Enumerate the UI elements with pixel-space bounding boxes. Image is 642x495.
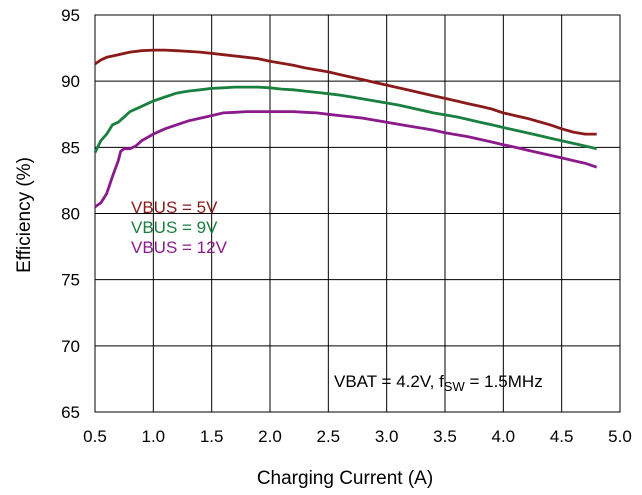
y-tick-label: 80	[61, 205, 80, 224]
annotation-suffix: = 1.5MHz	[465, 372, 543, 391]
y-tick-label: 95	[61, 6, 80, 25]
y-tick-label: 65	[61, 403, 80, 422]
y-axis-label: Efficiency (%)	[14, 157, 35, 273]
annotation-prefix: VBAT = 4.2V, f	[334, 372, 444, 391]
legend-entry-1: VBUS = 9V	[131, 218, 218, 237]
x-tick-label: 4.5	[550, 427, 574, 446]
x-tick-label: 3.0	[375, 427, 399, 446]
x-tick-label: 0.5	[83, 427, 107, 446]
x-tick-label: 3.5	[433, 427, 457, 446]
x-tick-label: 5.0	[608, 427, 632, 446]
x-tick-label: 2.0	[258, 427, 282, 446]
x-tick-label: 2.5	[317, 427, 341, 446]
series-layer	[93, 48, 598, 209]
series-line-0	[94, 48, 597, 136]
x-axis-label: Charging Current (A)	[257, 468, 433, 489]
series-line-2	[94, 110, 598, 209]
condition-annotation: VBAT = 4.2V, fSW = 1.5MHz	[334, 372, 543, 394]
x-tick-labels: 0.5 1.0 1.5 2.0 2.5 3.0 3.5 4.0 4.5 5.0	[83, 427, 632, 446]
legend-entry-2: VBUS = 12V	[131, 238, 228, 257]
x-tick-label: 1.0	[142, 427, 166, 446]
y-tick-label: 90	[61, 72, 80, 91]
series-line-1	[93, 85, 598, 154]
y-tick-label: 75	[61, 271, 80, 290]
y-tick-label: 70	[61, 337, 80, 356]
x-tick-label: 1.5	[200, 427, 224, 446]
plot-frame	[94, 14, 621, 413]
y-tick-label: 85	[61, 138, 80, 157]
annotation-subscript: SW	[444, 379, 466, 394]
y-tick-labels: 65 70 75 80 85 90 95	[61, 6, 80, 422]
legend-entry-0: VBUS = 5V	[131, 198, 218, 217]
x-tick-label: 4.0	[492, 427, 516, 446]
